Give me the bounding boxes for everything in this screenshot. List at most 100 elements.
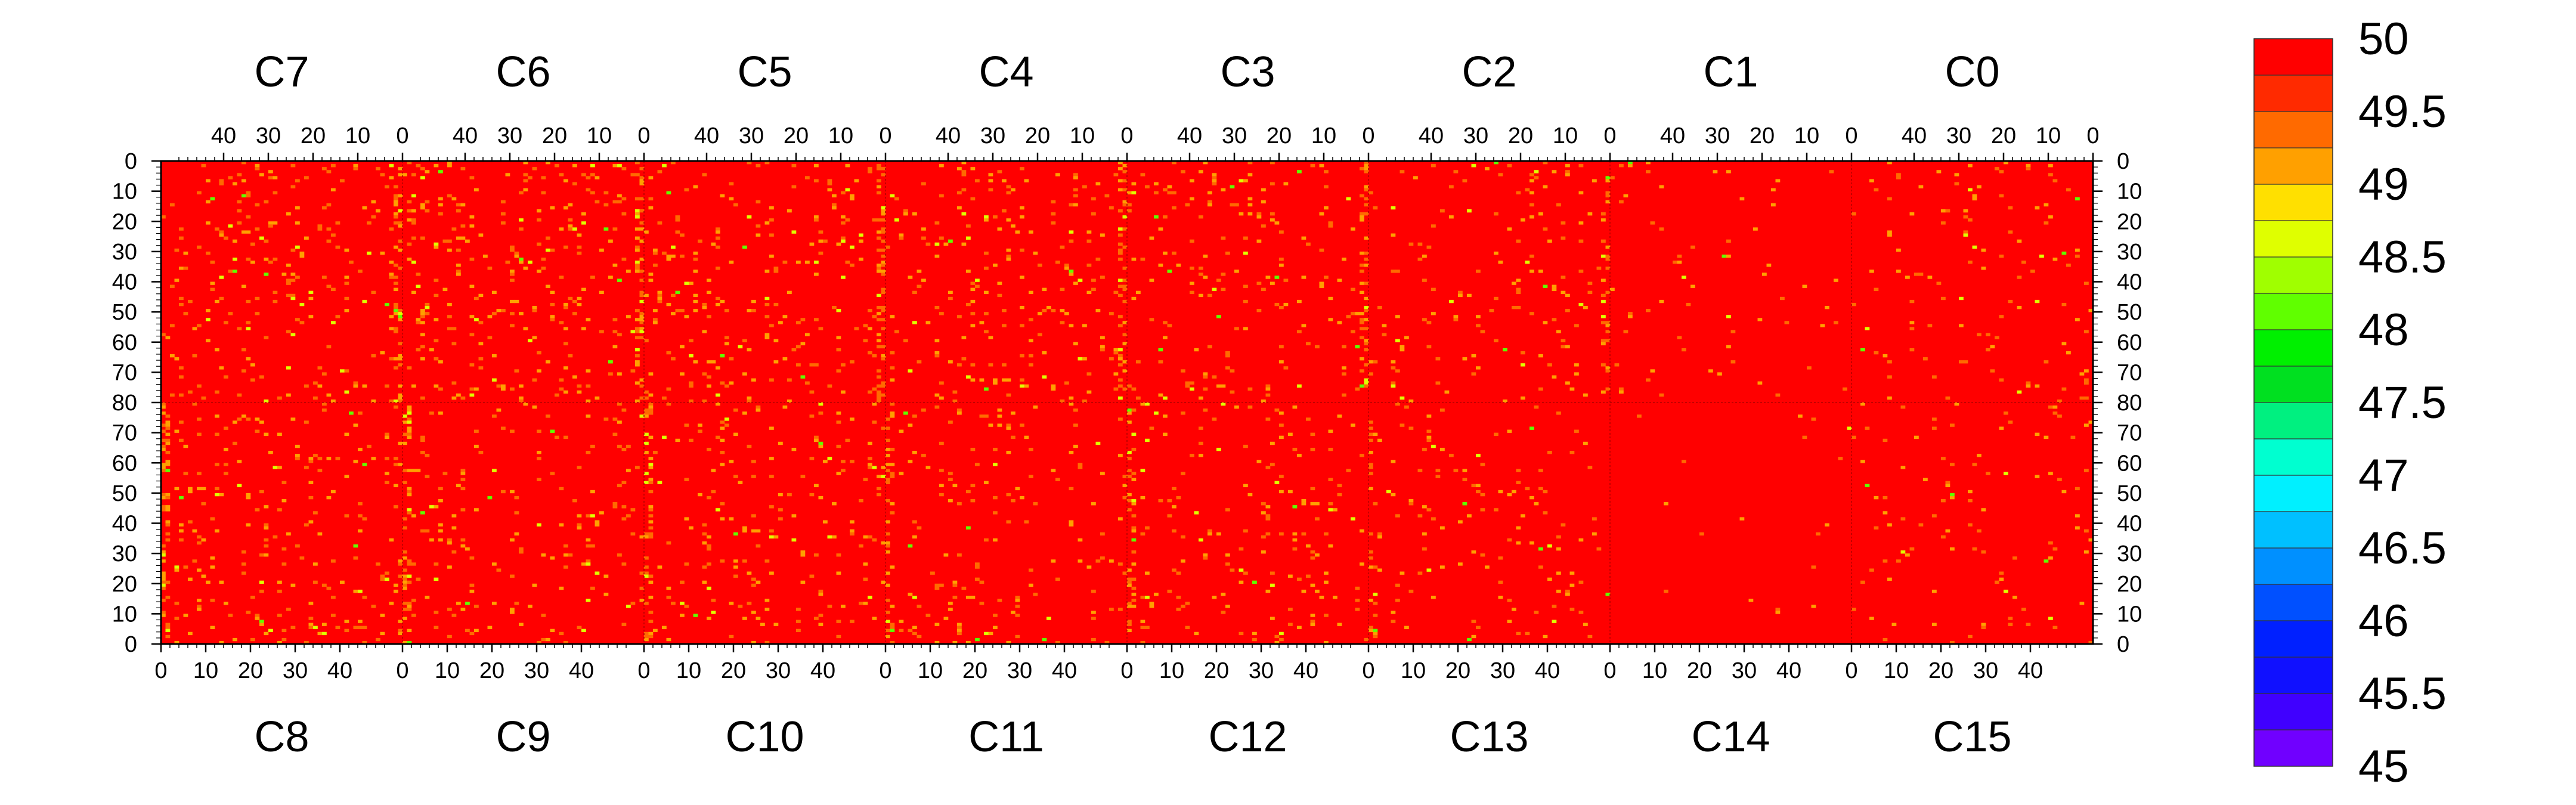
heatmap-cell: [1127, 623, 1132, 626]
heatmap-cell: [877, 218, 881, 222]
heatmap-cell: [1212, 287, 1217, 291]
heatmap-cell: [385, 432, 389, 436]
heatmap-cell: [1203, 387, 1208, 391]
heatmap-cell: [1154, 592, 1159, 596]
heatmap-cell: [644, 414, 649, 418]
heatmap-cell: [903, 212, 908, 216]
heatmap-cell: [2035, 432, 2040, 436]
heatmap-cell: [1959, 360, 1964, 364]
heatmap-cell: [1516, 481, 1521, 484]
heatmap-cell: [1547, 239, 1552, 243]
heatmap-cell: [259, 623, 264, 626]
heatmap-cell: [886, 599, 890, 602]
heatmap-cell: [1131, 447, 1137, 451]
top-x-tick-label: 0: [879, 123, 891, 148]
heatmap-cell: [407, 493, 412, 497]
heatmap-cell: [1122, 387, 1128, 391]
heatmap-cell: [425, 209, 430, 213]
heatmap-cell: [165, 463, 171, 466]
heatmap-cell: [854, 179, 859, 182]
heatmap-cell: [1270, 182, 1275, 185]
heatmap-cell: [215, 390, 219, 394]
colorbar-tick-label: 50: [2358, 14, 2409, 64]
heatmap-cell: [161, 611, 166, 614]
heatmap-cell: [219, 640, 224, 645]
heatmap-cell: [1860, 402, 1865, 406]
heatmap-cell: [242, 161, 246, 165]
heatmap-cell: [791, 230, 797, 234]
heatmap-cell: [242, 414, 246, 418]
heatmap-cell: [1078, 538, 1083, 542]
heatmap-cell: [966, 526, 971, 530]
heatmap-cell: [1252, 580, 1257, 584]
heatmap-cell: [1086, 565, 1092, 569]
heatmap-cell: [1247, 197, 1253, 201]
heatmap-cell: [639, 315, 645, 318]
heatmap-cell: [720, 502, 725, 506]
colorbar-segment: [2254, 693, 2333, 730]
heatmap-cell: [769, 324, 774, 327]
heatmap-cell: [1131, 592, 1137, 596]
heatmap-cell: [1051, 309, 1056, 312]
heatmap-cell: [877, 167, 881, 171]
heatmap-cell: [1377, 568, 1382, 572]
heatmap-cell: [850, 417, 854, 421]
heatmap-cell: [890, 605, 895, 608]
heatmap-cell: [322, 583, 327, 587]
heatmap-cell: [1569, 571, 1575, 575]
heatmap-cell: [1391, 206, 1396, 210]
heatmap-cell: [1905, 275, 1910, 279]
heatmap-cell: [1538, 354, 1543, 358]
heatmap-cell: [438, 538, 443, 542]
heatmap-cell: [984, 267, 989, 270]
heatmap-cell: [612, 330, 618, 333]
heatmap-cell: [568, 354, 573, 358]
heatmap-cell: [1516, 290, 1521, 295]
heatmap-cell: [666, 191, 671, 194]
heatmap-cell: [1449, 215, 1454, 219]
heatmap-cell: [711, 599, 716, 602]
heatmap-cell: [1020, 423, 1024, 427]
heatmap-cell: [1033, 405, 1038, 409]
heatmap-cell: [165, 628, 171, 633]
heatmap-cell: [1623, 194, 1628, 198]
heatmap-cell: [362, 299, 367, 304]
heatmap-cell: [1896, 248, 1901, 252]
heatmap-cell: [1033, 592, 1038, 596]
heatmap-cell: [1167, 324, 1172, 327]
heatmap-cell: [1306, 417, 1311, 421]
heatmap-cell: [429, 411, 434, 415]
heatmap-cell: [268, 221, 273, 225]
heatmap-cell: [1208, 191, 1212, 194]
heatmap-cell: [1453, 469, 1459, 472]
heatmap-cell: [881, 270, 886, 273]
heatmap-cell: [1498, 556, 1503, 560]
heatmap-cell: [344, 248, 349, 252]
heatmap-cell: [957, 191, 962, 194]
heatmap-cell: [546, 161, 550, 165]
heatmap-cell: [1601, 321, 1606, 324]
heatmap-cell: [648, 580, 654, 584]
heatmap-cell: [224, 375, 228, 379]
heatmap-cell: [295, 275, 300, 279]
heatmap-cell: [581, 173, 586, 177]
heatmap-cell: [425, 529, 430, 532]
heatmap-cell: [1033, 502, 1038, 506]
heatmap-cell: [648, 478, 654, 481]
heatmap-cell: [1069, 487, 1074, 491]
heatmap-cell: [1516, 526, 1521, 530]
heatmap-cell: [1530, 215, 1534, 219]
heatmap-cell: [1270, 583, 1275, 587]
heatmap-cell: [639, 327, 645, 330]
heatmap-cell: [1172, 251, 1176, 255]
heatmap-cell: [1095, 309, 1101, 312]
heatmap-cell: [1122, 321, 1128, 324]
heatmap-cell: [1127, 628, 1132, 633]
heatmap-cell: [635, 466, 640, 469]
heatmap-cell: [331, 490, 336, 494]
colorbar-tick-label: 46: [2358, 596, 2409, 646]
heatmap-cell: [402, 469, 407, 472]
heatmap-cell: [407, 366, 412, 370]
heatmap-cell: [2084, 550, 2089, 554]
heatmap-cell: [1194, 511, 1199, 515]
